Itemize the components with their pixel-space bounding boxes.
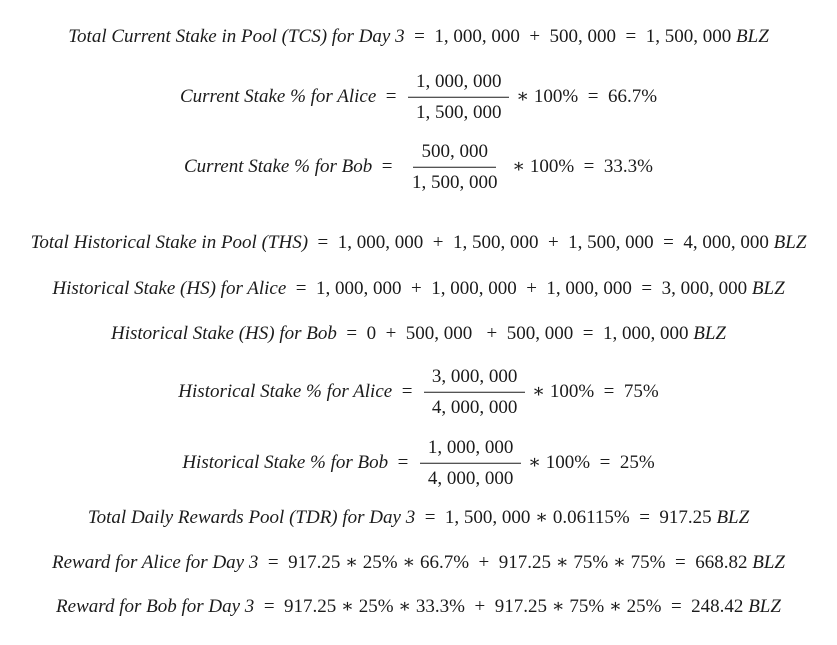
equation-row-tcs: Total Current Stake in Pool (TCS) for Da… — [0, 25, 837, 49]
equation-expression: ∗ 100% = 33.3% — [507, 156, 653, 178]
equation-row-historical-stake-alice: Historical Stake % for Alice = 3, 000, 0… — [0, 364, 837, 421]
equals-sign: = — [376, 86, 406, 108]
fraction: 500, 000 1, 500, 000 — [404, 139, 506, 196]
fraction-denominator: 1, 500, 000 — [415, 101, 502, 123]
equation-expression: = 917.25 ∗ 25% ∗ 66.7% + 917.25 ∗ 75% ∗ … — [258, 552, 753, 574]
fraction-denominator: 4, 000, 000 — [431, 396, 518, 418]
equation-row-current-stake-bob: Current Stake % for Bob = 500, 000 1, 500… — [0, 139, 837, 196]
currency-unit: BLZ — [752, 552, 785, 574]
equation-label: Total Historical Stake in Pool (THS) — [30, 232, 309, 254]
equation-label: Historical Stake (HS) for Alice — [52, 278, 287, 300]
currency-unit: BLZ — [773, 232, 807, 254]
currency-unit: BLZ — [693, 323, 726, 345]
equation-label: Historical Stake % for Bob — [182, 452, 389, 474]
currency-unit: BLZ — [751, 278, 785, 300]
currency-unit: BLZ — [736, 26, 769, 48]
fraction-numerator: 500, 000 — [413, 139, 496, 168]
equation-expression: = 0 + 500, 000 + 500, 000 = 1, 000, 000 — [336, 323, 694, 345]
equation-expression: ∗ 100% = 25% — [523, 452, 655, 474]
equation-label: Current Stake % for Alice — [179, 86, 377, 108]
fraction-numerator: 1, 000, 000 — [407, 69, 510, 98]
equation-row-tdr: Total Daily Rewards Pool (TDR) for Day 3… — [0, 506, 837, 530]
equals-sign: = — [388, 452, 418, 474]
equation-label: Reward for Bob for Day 3 — [56, 596, 255, 618]
equation-expression: = 917.25 ∗ 25% ∗ 33.3% + 917.25 ∗ 75% ∗ … — [254, 596, 749, 618]
fraction: 3, 000, 000 4, 000, 000 — [423, 364, 526, 421]
fraction-denominator: 4, 000, 000 — [427, 467, 514, 489]
equation-row-ths: Total Historical Stake in Pool (THS) = 1… — [0, 231, 837, 255]
equation-row-hs-alice: Historical Stake (HS) for Alice = 1, 000… — [0, 277, 837, 301]
equals-sign: = — [372, 156, 402, 178]
equation-label: Current Stake % for Bob — [184, 156, 373, 178]
fraction-denominator: 1, 500, 000 — [411, 171, 498, 193]
equation-label: Historical Stake (HS) for Bob — [111, 323, 337, 345]
equation-label: Historical Stake % for Alice — [178, 381, 393, 403]
equation-row-hs-bob: Historical Stake (HS) for Bob = 0 + 500,… — [0, 322, 837, 346]
equation-row-reward-bob: Reward for Bob for Day 3 = 917.25 ∗ 25% … — [0, 595, 837, 619]
equation-label: Reward for Alice for Day 3 — [52, 552, 259, 574]
equation-expression: ∗ 100% = 66.7% — [511, 86, 658, 108]
equation-label: Total Daily Rewards Pool (TDR) for Day 3 — [87, 507, 416, 529]
equation-expression: = 1, 500, 000 ∗ 0.06115% = 917.25 — [415, 507, 717, 529]
equals-sign: = — [392, 381, 422, 403]
fraction-numerator: 3, 000, 000 — [423, 364, 526, 393]
equation-expression: = 1, 000, 000 + 500, 000 = 1, 500, 000 — [404, 26, 737, 48]
equation-row-current-stake-alice: Current Stake % for Alice = 1, 000, 000 1… — [0, 69, 837, 126]
equation-expression: = 1, 000, 000 + 1, 000, 000 + 1, 000, 00… — [286, 278, 752, 300]
equation-label: Total Current Stake in Pool (TCS) for Da… — [68, 26, 405, 48]
currency-unit: BLZ — [748, 596, 781, 618]
equation-row-historical-stake-bob: Historical Stake % for Bob = 1, 000, 000… — [0, 435, 837, 492]
equation-row-reward-alice: Reward for Alice for Day 3 = 917.25 ∗ 25… — [0, 551, 837, 575]
fraction: 1, 000, 000 1, 500, 000 — [407, 69, 510, 126]
fraction-numerator: 1, 000, 000 — [419, 435, 522, 464]
equation-expression: = 1, 000, 000 + 1, 500, 000 + 1, 500, 00… — [308, 232, 774, 254]
fraction: 1, 000, 000 4, 000, 000 — [419, 435, 522, 492]
currency-unit: BLZ — [716, 507, 750, 529]
equation-expression: ∗ 100% = 75% — [527, 381, 659, 403]
